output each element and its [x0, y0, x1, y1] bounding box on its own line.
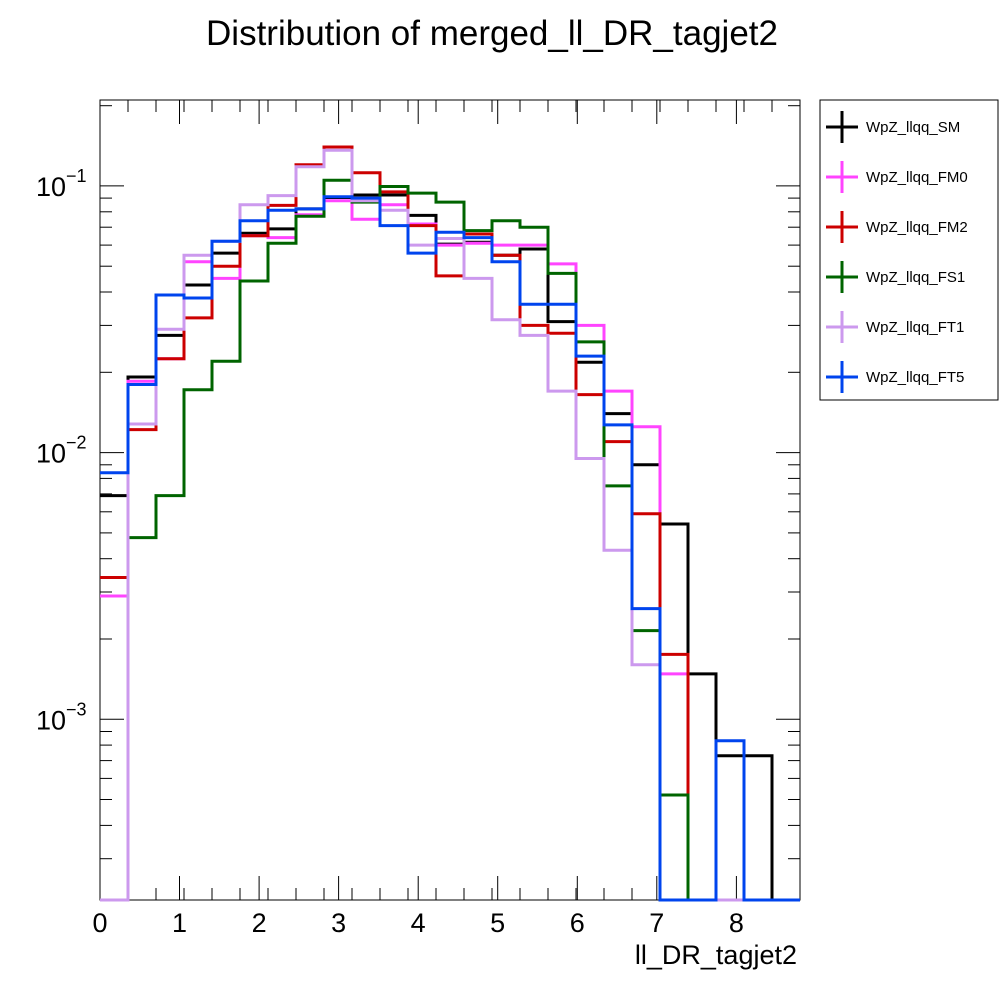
x-tick-label: 2 [252, 908, 267, 938]
x-tick-label: 8 [729, 908, 744, 938]
x-tick-label: 5 [490, 908, 505, 938]
legend-entry: WpZ_llqq_FT5 [826, 361, 964, 393]
legend-label: WpZ_llqq_FT1 [866, 319, 964, 336]
x-axis-label: ll_DR_tagjet2 [635, 940, 797, 970]
legend-label: WpZ_llqq_FM0 [866, 169, 968, 186]
series-wpz-llqq-fm0 [100, 199, 800, 902]
legend-entry: WpZ_llqq_FM0 [826, 161, 968, 193]
legend-label: WpZ_llqq_FS1 [866, 269, 965, 286]
plot-frame [99, 99, 801, 901]
x-tick-label: 6 [570, 908, 585, 938]
series-layer [100, 145, 800, 902]
chart-title: Distribution of merged_ll_DR_tagjet2 [206, 14, 778, 53]
y-tick-label: 10 −2 [36, 433, 87, 469]
y-tick-exponent: −2 [66, 433, 87, 453]
series-wpz-llqq-sm [100, 193, 800, 902]
y-tick-label: 10 −1 [36, 166, 87, 202]
series-wpz-llqq-fs1 [100, 178, 800, 902]
y-tick-label: 10 −3 [36, 699, 87, 735]
x-tick-label: 3 [331, 908, 346, 938]
legend-label: WpZ_llqq_SM [866, 119, 960, 136]
x-tick-label: 7 [649, 908, 664, 938]
x-tick-label: 1 [172, 908, 187, 938]
y-tick-labels: 10−110−210−3 [36, 166, 87, 735]
legend-box [819, 99, 999, 401]
y-tick-base: 10 [36, 705, 66, 735]
y-tick-base: 10 [36, 439, 66, 469]
x-tick-label: 0 [92, 908, 107, 938]
y-tick-exponent: −3 [66, 699, 87, 719]
y-tick-exponent: −1 [66, 166, 87, 186]
x-tick-label: 4 [411, 908, 426, 938]
legend: WpZ_llqq_SM WpZ_llqq_FM0 WpZ_llqq_FM2 WpZ_l… [819, 99, 999, 401]
legend-entry: WpZ_llqq_SM [826, 111, 960, 143]
series-wpz-llqq-ft5 [100, 195, 800, 902]
legend-label: WpZ_llqq_FM2 [866, 219, 968, 236]
legend-entry: WpZ_llqq_FT1 [826, 311, 964, 343]
axis-ticks [99, 100, 801, 900]
series-wpz-llqq-fm2 [100, 145, 800, 902]
legend-entry: WpZ_llqq_FM2 [826, 211, 968, 243]
legend-entry: WpZ_llqq_FS1 [826, 261, 965, 293]
legend-label: WpZ_llqq_FT5 [866, 369, 964, 386]
x-tick-labels: 0 1 2 3 4 5 6 7 8 [92, 908, 743, 938]
y-tick-base: 10 [36, 172, 66, 202]
